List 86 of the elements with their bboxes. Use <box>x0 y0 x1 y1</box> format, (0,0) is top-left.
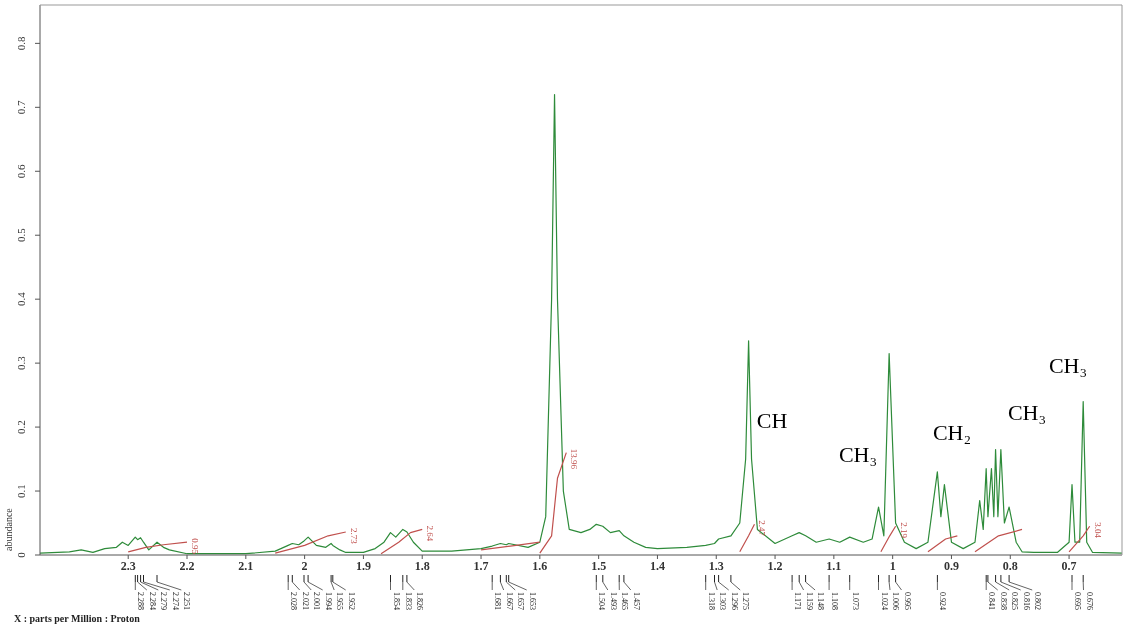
y-tick-label: 0.2 <box>15 420 27 434</box>
text: 2.028 <box>289 592 299 610</box>
text: 1.073 <box>850 592 860 610</box>
annotation: 2.19 <box>898 522 909 539</box>
text: 1.108 <box>830 592 840 610</box>
annotation: 0.95 <box>190 538 201 555</box>
annotation: CH₃ <box>1007 400 1047 425</box>
text: 0.802 <box>1033 592 1043 610</box>
text: 1.275 <box>741 592 751 610</box>
line-series <box>539 452 567 554</box>
text: 2.288 <box>136 592 146 610</box>
text: 0.838 <box>998 592 1008 610</box>
text: 2.001 <box>312 592 322 610</box>
annotation: 2.47 <box>757 520 768 537</box>
y-axis-title: abundance <box>3 507 14 551</box>
text: 1.465 <box>620 592 630 610</box>
text: 2.284 <box>147 592 157 610</box>
x-tick-label: 1.1 <box>826 558 842 573</box>
annotation: CH <box>756 408 788 433</box>
text: 1.955 <box>335 592 345 610</box>
text: 1.024 <box>879 592 889 610</box>
text: 0.695 <box>1073 592 1082 610</box>
text: 1.833 <box>403 592 413 610</box>
text: 2.251 <box>182 592 192 610</box>
text: 1.854 <box>391 592 401 610</box>
x-tick-label: 2.3 <box>120 558 136 573</box>
line-series <box>127 541 188 553</box>
text: 1.457 <box>631 592 641 610</box>
x-tick-label: 2.1 <box>238 558 254 573</box>
text: 1.159 <box>804 592 814 610</box>
x-tick-label: 1.6 <box>532 558 548 573</box>
text: 2.274 <box>170 592 180 610</box>
text: 1.171 <box>793 592 803 610</box>
text: 1.006 <box>891 592 900 610</box>
x-tick-label: 1.4 <box>649 558 665 573</box>
line-series <box>380 528 423 555</box>
text: 1.148 <box>816 592 826 610</box>
x-tick-label: 0.9 <box>943 558 959 573</box>
y-tick-label: 0.6 <box>15 163 27 179</box>
annotation: CH₂ <box>932 420 972 445</box>
text: 1.504 <box>597 592 607 610</box>
annotation: CH₃ <box>838 442 878 467</box>
y-tick-label: 0.4 <box>15 291 27 307</box>
text: 1.952 <box>346 592 356 610</box>
y-tick-label: 0 <box>15 551 27 558</box>
text: 0.924 <box>938 592 948 610</box>
text: 1.994 <box>323 592 333 610</box>
text: 2.021 <box>300 592 310 610</box>
line-series <box>274 531 347 554</box>
text: 1.657 <box>516 592 526 610</box>
x-tick-label: 1.9 <box>355 558 371 573</box>
y-tick-label: 0.5 <box>15 227 27 243</box>
annotation: 3.04 <box>1092 522 1103 539</box>
text: 1.681 <box>493 592 503 610</box>
annotation: 2.73 <box>348 527 359 545</box>
text: 1.826 <box>415 592 425 610</box>
text: 1.493 <box>608 592 618 610</box>
y-tick-label: 0.7 <box>15 99 27 115</box>
annotation: 2.64 <box>425 525 436 542</box>
text: 1.303 <box>718 592 728 610</box>
y-tick-label: 0.1 <box>15 484 27 498</box>
text: 1.653 <box>527 592 537 610</box>
text: 0.995 <box>902 592 912 610</box>
x-tick-label: 2.2 <box>179 558 195 573</box>
x-tick-label: 1.8 <box>414 558 430 573</box>
text: 0.825 <box>1010 592 1020 610</box>
x-tick-label: 1.7 <box>473 558 489 573</box>
x-tick-label: 0.8 <box>1002 558 1018 573</box>
annotation: CH₃ <box>1048 353 1088 378</box>
x-tick-label: 1.5 <box>591 558 607 573</box>
text: 1.296 <box>729 592 739 610</box>
x-axis-title: X : parts per Million : Proton <box>14 613 141 624</box>
x-tick-label: 1.3 <box>708 558 724 573</box>
text: 0.816 <box>1021 592 1031 610</box>
text: 0.841 <box>987 592 997 610</box>
text: 2.279 <box>159 592 169 610</box>
text: 1.318 <box>706 592 716 610</box>
x-tick-label: 0.7 <box>1061 558 1077 573</box>
annotation: 13.96 <box>569 448 580 470</box>
y-tick-label: 0.3 <box>15 355 27 371</box>
text: 1.667 <box>504 592 514 610</box>
x-tick-label: 2 <box>301 558 308 573</box>
y-tick-label: 0.8 <box>15 36 27 51</box>
text: 0.676 <box>1084 592 1094 610</box>
x-tick-label: 1 <box>889 558 896 573</box>
x-tick-label: 1.2 <box>767 558 783 573</box>
